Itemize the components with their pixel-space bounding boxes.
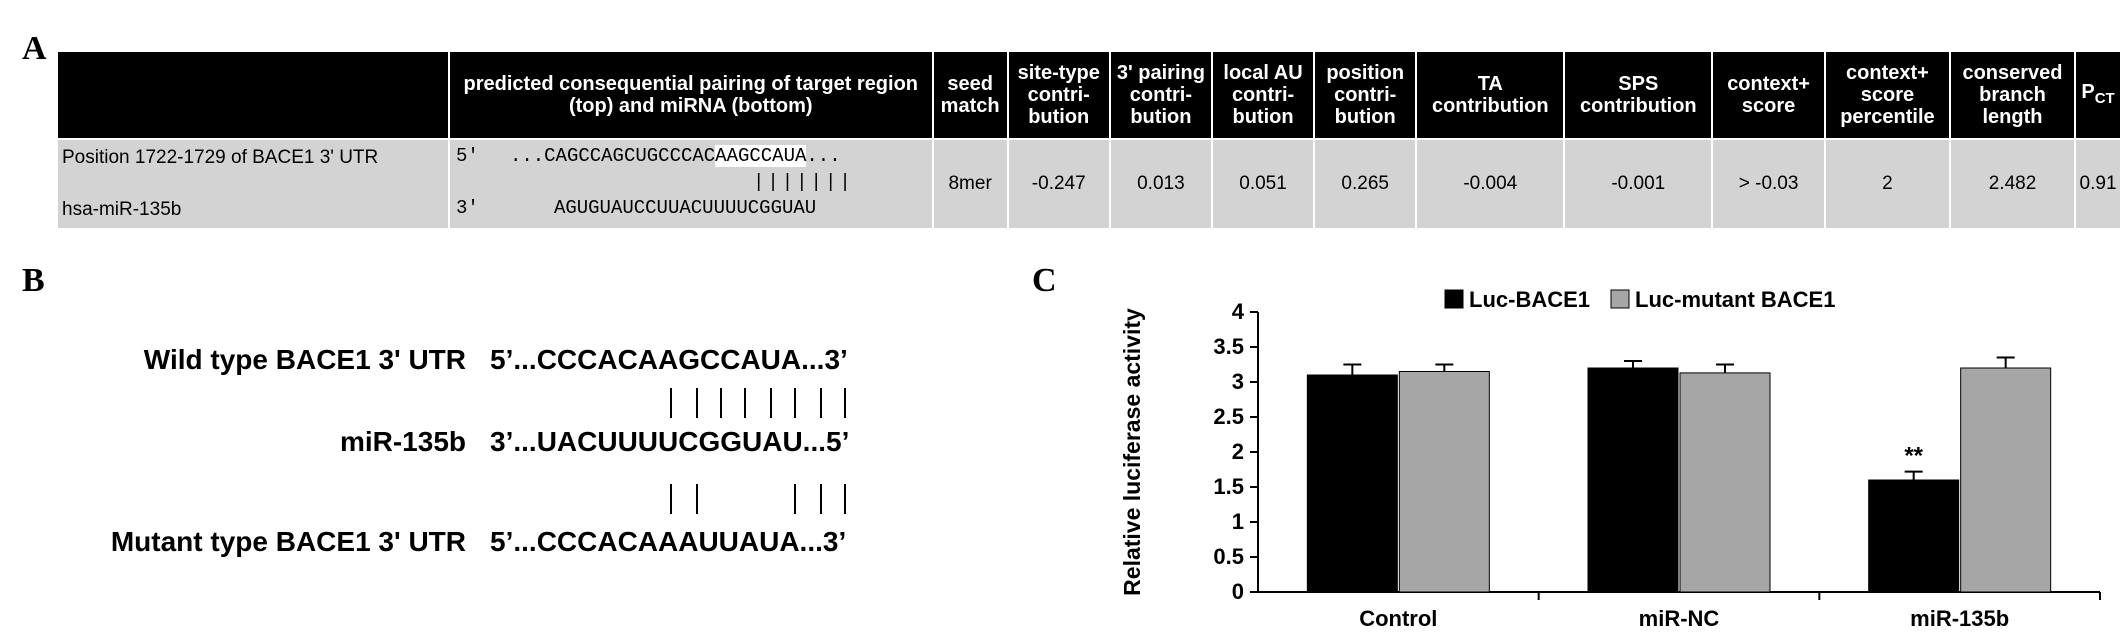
x-category-label: miR-135b [1910,606,2009,631]
bar-luc-mutant-bace1 [1679,372,1771,593]
cell-3-pairing: 0.013 [1108,138,1213,230]
panel-label-a: A [22,30,47,67]
pair-tick [820,484,822,514]
header-ta: TA contribution [1415,50,1566,140]
alignment-cell: 5' ...CAGCCAGCUGCCCACAAGCCAUA... |||||||… [447,138,934,230]
cell-seed-match: 8mer [931,138,1009,230]
bottom-prime: 3' [455,197,479,219]
header-seed-match: seed match [931,50,1009,140]
luciferase-chart: 0 0.5 1 1.5 2 2.5 3 3.5 4 Relative luciferase act… [1119,287,2101,631]
header-pct: PCT [2074,50,2122,140]
panel-label-c: C [1032,262,1057,299]
legend-label: Luc-BACE1 [1469,287,1590,312]
pair-tick [696,484,698,514]
pair-tick [794,388,796,418]
cell-ta: -0.004 [1415,138,1566,230]
pair-tick [794,484,796,514]
target-seq-prefix: ...CAGCCAGCUGCCCAC [509,145,716,167]
legend-swatch [1610,289,1630,309]
y-tick-label: 1.5 [1213,474,1244,499]
y-tick-label: 2.5 [1213,404,1244,429]
mirna-label: hsa-miR-135b [62,199,182,220]
bar-luc-bace1 [1587,367,1679,593]
y-tick-label: 0 [1232,579,1244,604]
x-category-label: miR-NC [1639,606,1720,631]
mirna-seq: AGUGUAUCCUUACUUUUCGGUAU [553,197,817,219]
header-pairing: predicted consequential pairing of targe… [447,50,934,140]
y-tick-label: 4 [1232,299,1245,324]
bar-luc-mutant-bace1 [1960,367,2052,593]
pair-tick [844,484,846,514]
cell-sps: -0.001 [1563,138,1714,230]
pair-tick [696,388,698,418]
position-label: Position 1722-1729 of BACE1 3' UTR [62,147,379,168]
bar-luc-bace1 [1868,479,1960,593]
y-tick-label: 1 [1232,509,1244,534]
cell-pct: 0.91 [2074,138,2122,230]
target-seq-site: AAGCCAUA [715,145,807,167]
row-label-cell: Position 1722-1729 of BACE1 3' UTR hsa-m… [56,138,450,230]
mutant-type-label: Mutant type BACE1 3' UTR [110,526,466,557]
y-tick-label: 2 [1232,439,1244,464]
header-sps: SPS contribution [1563,50,1714,140]
pairing-bars: ||||||| [752,171,854,193]
mirna-sequence-b: 3’...UACUUUUCGGUAU...5’ [490,426,850,457]
header-branch-length: conserved branch length [1948,50,2077,140]
header-site-type: site-type contri-bution [1006,50,1111,140]
target-seq-suffix: ... [806,145,841,167]
bar-luc-bace1 [1306,374,1398,593]
header-local-au: local AU contri-bution [1210,50,1316,140]
cell-context-score: > -0.03 [1711,138,1826,230]
mutant-type-sequence: 5’...CCCACAAAUUAUA...3’ [490,526,847,557]
significance-marker: ** [1904,443,1923,470]
cell-local-au: 0.051 [1210,138,1316,230]
bar-luc-mutant-bace1 [1398,371,1490,593]
pair-tick [744,388,746,418]
cell-context-percentile: 2 [1823,138,1951,230]
mirna-label-b: miR-135b [339,426,466,457]
targetscan-table: predicted consequential pairing of targe… [56,50,2122,230]
header-context-score: context+ score [1711,50,1826,140]
panel-label-b: B [22,262,45,299]
y-tick-label: 3 [1232,369,1244,394]
wild-type-sequence: 5’...CCCACAAGCCAUA...3’ [490,344,848,375]
top-prime: 5' [455,145,479,167]
cell-branch-length: 2.482 [1948,138,2077,230]
pair-tick [770,388,772,418]
y-axis-label: Relative luciferase activity [1119,308,1145,596]
header-empty [56,50,450,140]
header-position: position contri-bution [1313,50,1418,140]
y-tick-label: 0.5 [1213,544,1244,569]
x-category-label: Control [1359,606,1437,631]
pair-tick [820,388,822,418]
header-3-pairing: 3' pairing contri-bution [1108,50,1213,140]
y-tick-label: 3.5 [1213,334,1244,359]
pair-tick [720,388,722,418]
legend-swatch [1444,289,1464,309]
header-context-percentile: context+ score percentile [1823,50,1951,140]
pair-tick [670,484,672,514]
cell-position: 0.265 [1313,138,1418,230]
cell-site-type: -0.247 [1006,138,1111,230]
pair-tick [844,388,846,418]
wild-type-label: Wild type BACE1 3' UTR [143,344,466,375]
pair-tick [670,388,672,418]
legend-label: Luc-mutant BACE1 [1635,287,1835,312]
